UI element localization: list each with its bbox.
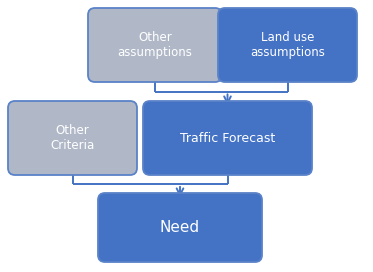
- Text: Need: Need: [160, 220, 200, 235]
- Text: Other
assumptions: Other assumptions: [117, 31, 192, 59]
- FancyBboxPatch shape: [8, 101, 137, 175]
- FancyBboxPatch shape: [218, 8, 357, 82]
- FancyBboxPatch shape: [88, 8, 222, 82]
- Text: Land use
assumptions: Land use assumptions: [250, 31, 325, 59]
- FancyBboxPatch shape: [143, 101, 312, 175]
- FancyBboxPatch shape: [98, 193, 262, 262]
- Text: Traffic Forecast: Traffic Forecast: [180, 131, 275, 144]
- Text: Other
Criteria: Other Criteria: [50, 124, 95, 152]
